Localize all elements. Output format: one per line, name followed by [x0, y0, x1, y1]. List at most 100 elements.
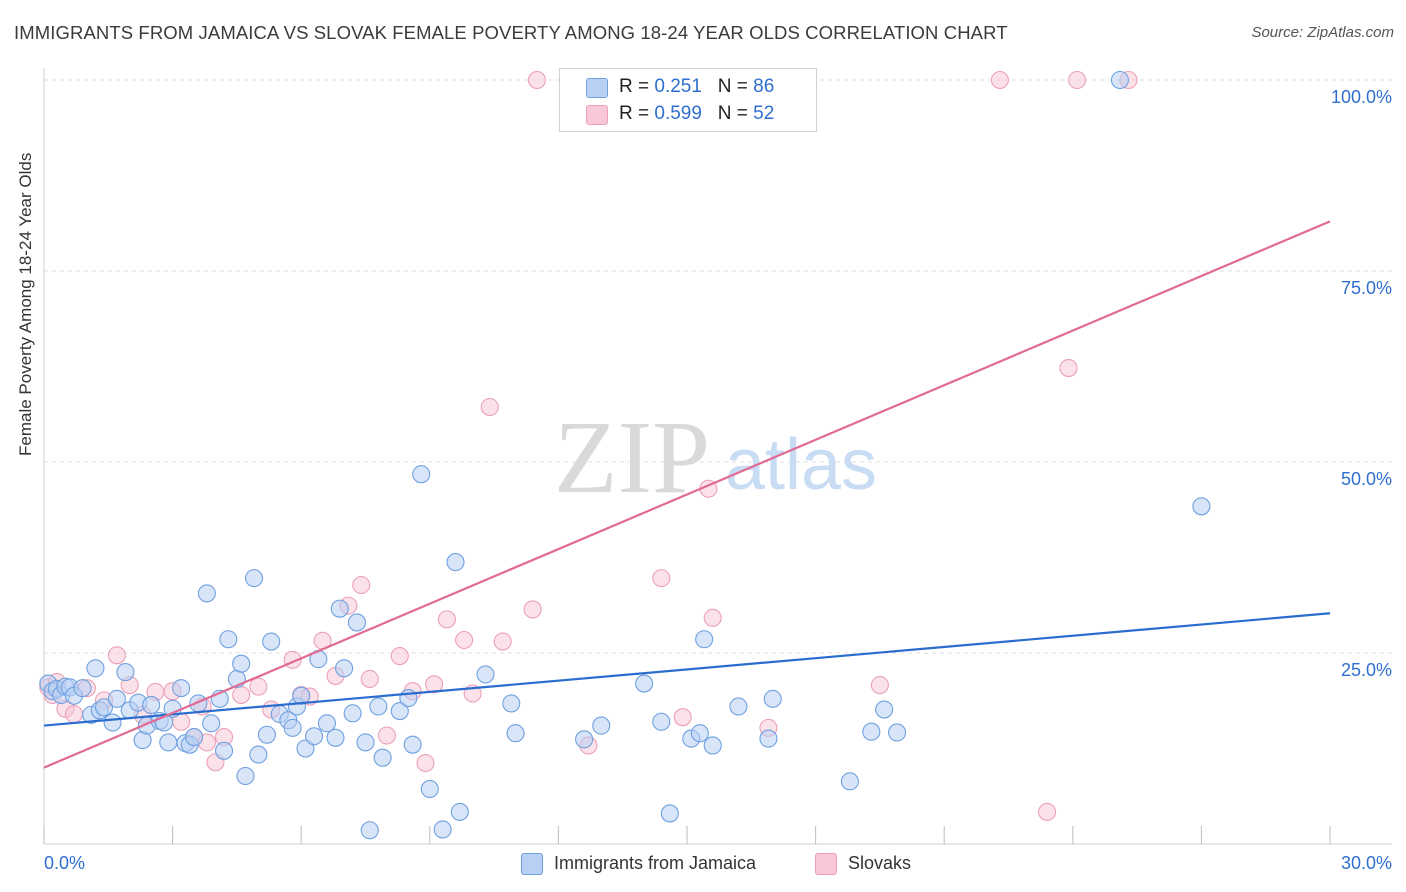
jamaica-point-39 — [257, 725, 276, 744]
jamaica-point-85 — [887, 723, 907, 742]
jamaica-point-79 — [729, 697, 748, 716]
slovaks-point-46 — [703, 608, 722, 627]
watermark-zip: ZIP — [554, 400, 710, 515]
slovaks-point-38 — [493, 632, 512, 651]
n-value: 52 — [753, 103, 775, 124]
legend-swatch-slovaks — [815, 853, 837, 875]
jamaica-point-27 — [184, 727, 204, 747]
slovaks-point-32 — [416, 753, 435, 773]
legend-label-slovaks: Slovaks — [848, 853, 912, 873]
jamaica-point-36 — [236, 766, 255, 786]
jamaica-point-62 — [412, 465, 431, 484]
slovaks-point-18 — [232, 685, 251, 705]
jamaica-point-9 — [86, 659, 105, 678]
series-jamaica-points — [39, 70, 1211, 840]
jamaica-point-14 — [116, 663, 135, 682]
slovaks-point-53 — [1068, 70, 1087, 90]
jamaica-point-56 — [360, 821, 379, 840]
jamaica-point-40 — [262, 632, 281, 651]
legend-swatch-jamaica — [521, 853, 543, 875]
jamaica-point-82 — [840, 772, 859, 791]
jamaica-point-45 — [292, 686, 311, 705]
jamaica-trend-line — [43, 612, 1331, 727]
jamaica-point-38 — [249, 745, 268, 764]
x-tick-label-min: 0.0% — [44, 853, 85, 873]
slovaks-point-44 — [673, 708, 692, 727]
y-tick-labels: 25.0% 50.0% 75.0% 100.0% — [1331, 87, 1392, 680]
jamaica-point-84 — [875, 700, 894, 719]
jamaica-point-37 — [244, 569, 264, 588]
jamaica-point-73 — [652, 712, 671, 731]
jamaica-point-58 — [373, 748, 392, 767]
watermark: ZIP atlas — [554, 400, 877, 515]
chart-title: IMMIGRANTS FROM JAMAICA VS SLOVAK FEMALE… — [14, 22, 1008, 43]
jamaica-point-35 — [232, 654, 251, 673]
y-tick-label-75: 75.0% — [1341, 278, 1392, 298]
r-label: R = — [619, 76, 655, 97]
jamaica-point-30 — [202, 714, 221, 733]
slovaks-point-4 — [64, 705, 84, 724]
slovaks-point-33 — [425, 675, 444, 694]
trend-lines — [43, 220, 1331, 769]
jamaica-point-43 — [283, 718, 302, 737]
jamaica-point-53 — [343, 704, 362, 723]
jamaica-point-24 — [172, 679, 191, 698]
slovaks-point-40 — [527, 70, 547, 90]
slovaks-point-27 — [352, 575, 371, 595]
jamaica-point-22 — [159, 733, 178, 752]
jamaica-point-29 — [197, 584, 216, 603]
jamaica-point-52 — [335, 659, 354, 678]
slovaks-point-7 — [107, 646, 126, 665]
stats-legend: R = 0.251 N = 86 R = 0.599 N = 52 — [559, 68, 817, 132]
slovaks-point-29 — [377, 726, 396, 745]
jamaica-point-78 — [703, 736, 722, 755]
slovaks-point-50 — [870, 676, 889, 695]
slovaks-point-37 — [480, 397, 499, 417]
jamaica-point-50 — [326, 728, 345, 747]
jamaica-point-65 — [446, 553, 465, 572]
jamaica-point-68 — [502, 694, 521, 713]
jamaica-point-54 — [347, 613, 366, 632]
r-label: R = — [619, 103, 655, 124]
jamaica-point-49 — [317, 714, 336, 733]
slovaks-point-34 — [437, 610, 456, 629]
jamaica-point-69 — [506, 724, 525, 743]
slovaks-point-51 — [990, 70, 1009, 90]
jamaica-point-32 — [214, 741, 234, 760]
jamaica-point-72 — [635, 674, 654, 693]
jamaica-point-60 — [399, 689, 418, 708]
legend-label-jamaica: Immigrants from Jamaica — [554, 853, 757, 873]
jamaica-point-86 — [1110, 70, 1130, 90]
r-value: 0.251 — [654, 76, 702, 97]
jamaica-point-57 — [369, 697, 388, 716]
jamaica-point-46 — [296, 739, 315, 758]
chart-source: Source: ZipAtlas.com — [1251, 24, 1394, 41]
slovaks-point-39 — [523, 600, 542, 619]
slovaks-point-55 — [1059, 358, 1078, 378]
jamaica-point-66 — [450, 802, 469, 821]
jamaica-point-63 — [420, 779, 439, 799]
r-value: 0.599 — [654, 103, 702, 124]
y-axis-label: Female Poverty Among 18-24 Year Olds — [16, 152, 35, 456]
jamaica-point-71 — [592, 716, 611, 735]
y-tick-label-100: 100.0% — [1331, 87, 1392, 107]
jamaica-point-77 — [695, 630, 714, 649]
jamaica-point-61 — [403, 735, 422, 754]
jamaica-point-83 — [862, 722, 881, 741]
jamaica-point-13 — [107, 689, 126, 708]
jamaica-point-51 — [330, 599, 349, 618]
n-label: N = — [717, 103, 754, 124]
jamaica-point-7 — [73, 679, 92, 698]
jamaica-point-12 — [103, 713, 122, 732]
n-label: N = — [717, 76, 754, 97]
jamaica-point-19 — [142, 695, 161, 715]
axes — [43, 68, 1392, 845]
x-tick-label-max: 30.0% — [1341, 853, 1392, 873]
slovaks-point-52 — [1038, 802, 1057, 821]
watermark-atlas: atlas — [725, 425, 877, 505]
y-tick-label-50: 50.0% — [1341, 469, 1392, 489]
n-value: 86 — [753, 76, 775, 97]
slovaks-point-30 — [390, 647, 409, 666]
jamaica-point-80 — [759, 729, 778, 748]
